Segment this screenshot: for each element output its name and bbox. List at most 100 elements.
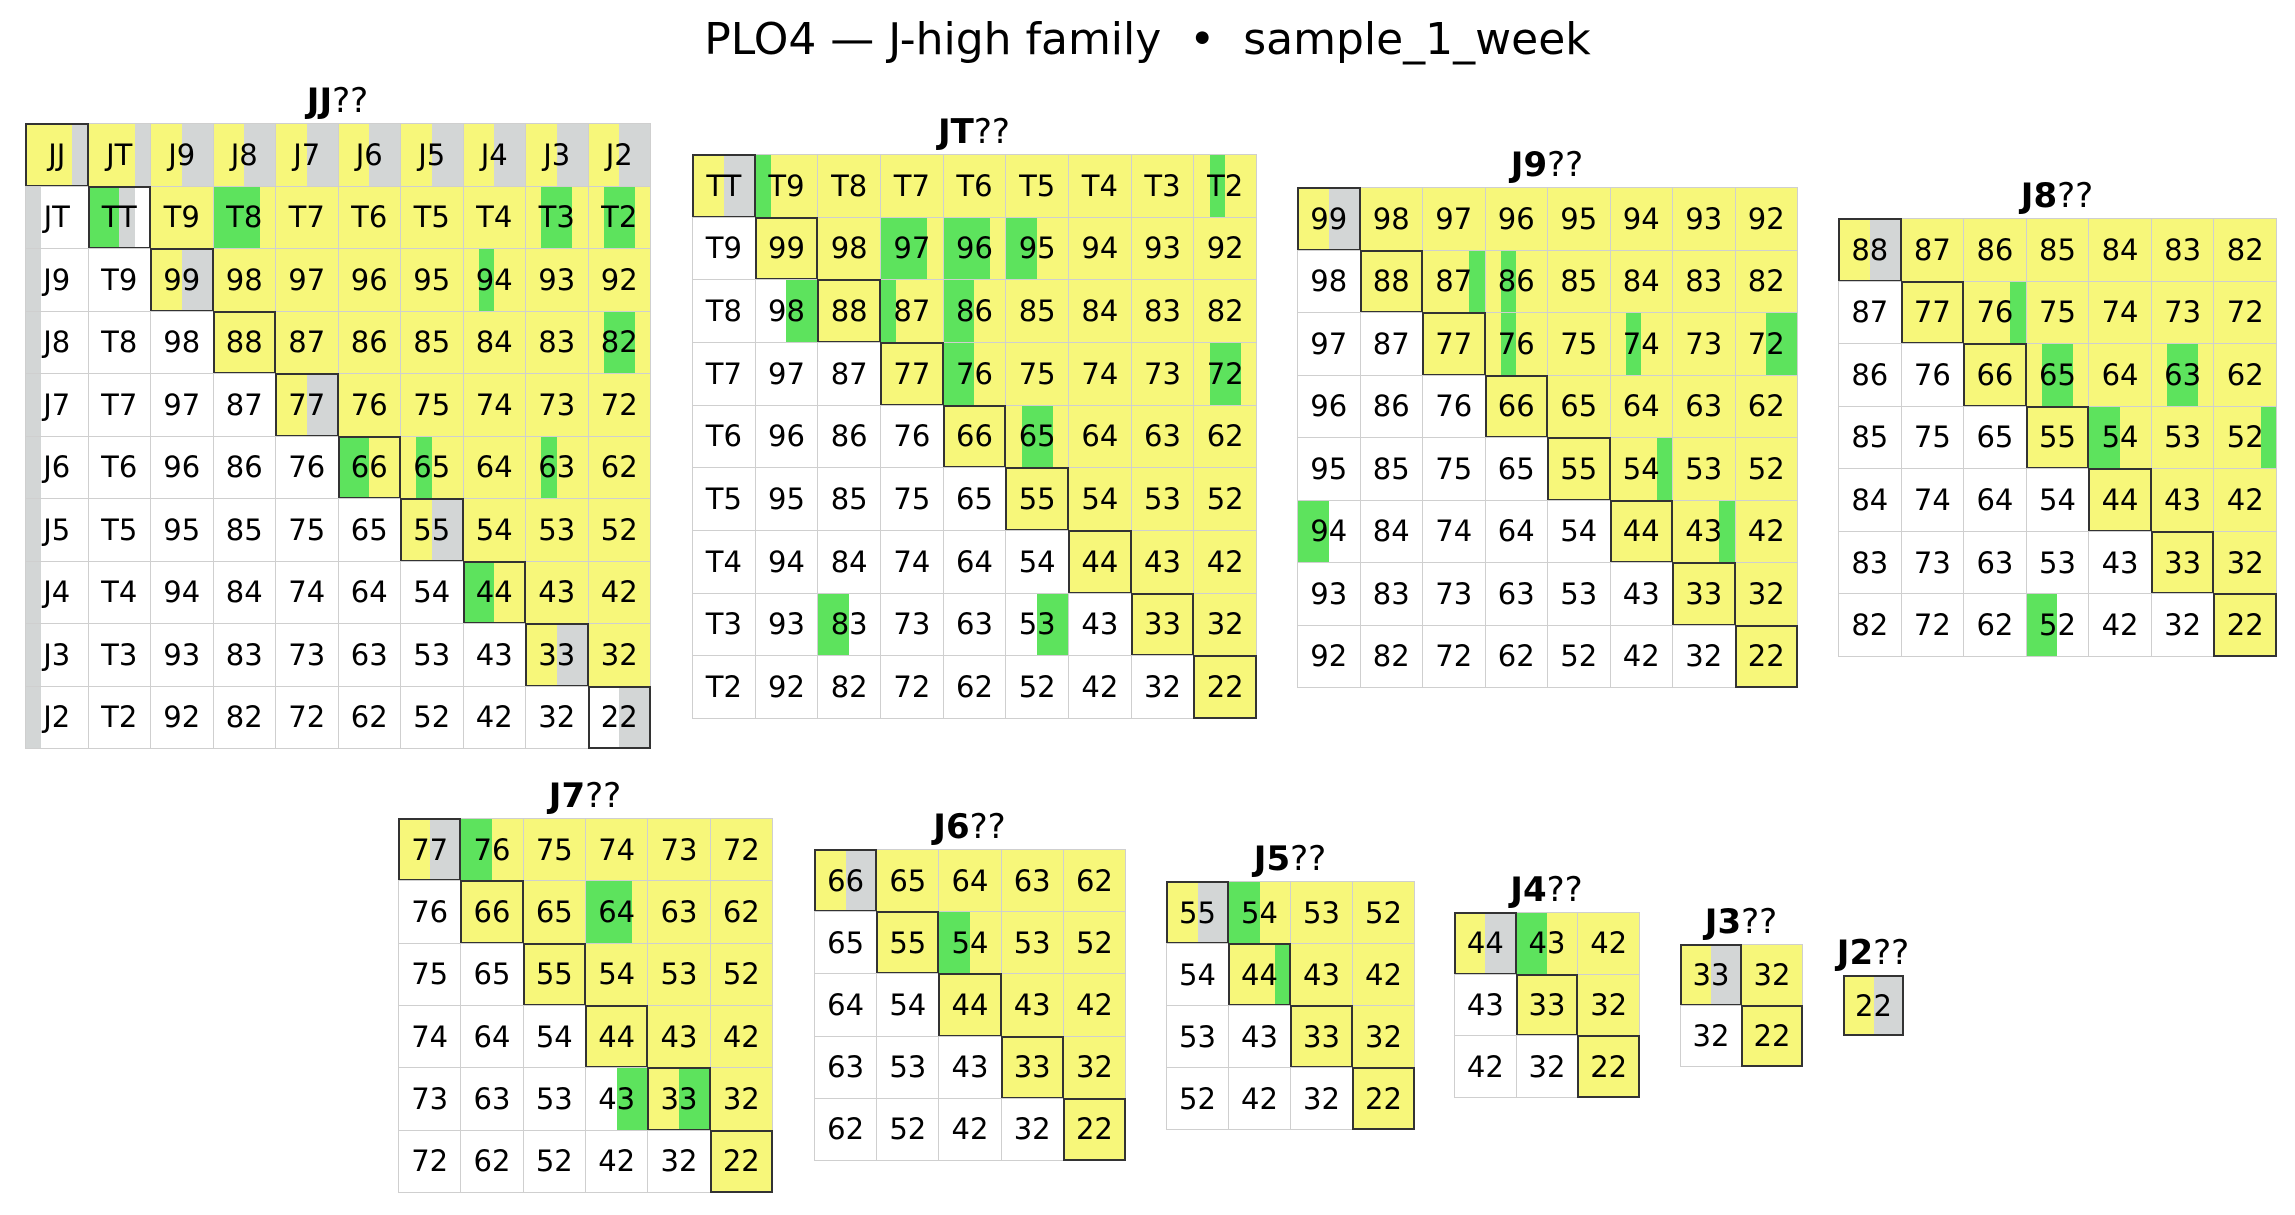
cell-fill-segment <box>509 436 525 498</box>
cell-label: 32 <box>722 1081 760 1116</box>
cell-label: 76 <box>956 356 993 391</box>
cell-label: 74 <box>1622 326 1660 361</box>
cell-fill-segment <box>151 186 167 248</box>
heatmap-cell: 74 <box>462 373 526 437</box>
cell-label: J8 <box>230 137 258 172</box>
heatmap-cell: 43 <box>1609 562 1673 626</box>
cell-label: 72 <box>1913 608 1951 643</box>
cell-fill-segment <box>1147 217 1163 280</box>
cell-label: 85 <box>413 325 451 360</box>
cell-fill-segment <box>756 1068 772 1130</box>
cell-fill-segment <box>2120 219 2136 281</box>
cell-fill-segment <box>213 311 229 373</box>
cell-fill-segment <box>1711 945 1726 1005</box>
heatmap-cell: T7 <box>692 342 756 406</box>
heatmap-cell: 65 <box>522 880 586 944</box>
cell-fill-segment <box>2072 219 2089 281</box>
cell-fill-segment <box>1177 217 1194 280</box>
cell-fill-segment <box>1885 219 1901 281</box>
cell-fill-segment <box>741 1068 757 1130</box>
cell-label: 32 <box>1590 987 1628 1022</box>
cell-fill-segment <box>1306 1006 1322 1067</box>
cell-label: 42 <box>1075 987 1113 1022</box>
cell-fill-segment <box>306 311 323 373</box>
cell-label: J4 <box>43 575 71 610</box>
cell-fill-segment <box>276 249 292 311</box>
cell-label: 86 <box>1851 357 1889 392</box>
cell-label: 66 <box>1497 389 1535 424</box>
cell-label: 77 <box>1913 295 1951 330</box>
cell-fill-segment <box>1079 1098 1095 1160</box>
heatmap-cell: T6 <box>87 435 151 499</box>
cell-fill-segment <box>26 124 42 186</box>
cell-label: 54 <box>2039 483 2076 518</box>
cell-fill-segment <box>2042 594 2058 656</box>
cell-fill-segment <box>369 374 385 436</box>
cell-fill-segment <box>1531 375 1547 437</box>
cell-fill-segment <box>1225 405 1241 468</box>
cell-fill-segment <box>1688 563 1704 625</box>
cell-fill-segment <box>26 624 42 686</box>
cell-fill-segment <box>507 881 523 943</box>
cell-fill-segment <box>1391 188 1407 250</box>
cell-fill-segment <box>1901 219 1917 281</box>
cell-fill-segment <box>401 436 417 498</box>
grid-title-suffix: ?? <box>1873 933 1910 973</box>
cell-fill-segment <box>1453 250 1470 312</box>
cell-label: 86 <box>1976 232 2014 267</box>
heatmap-cell: 64 <box>460 1005 524 1069</box>
cell-fill-segment <box>2104 344 2121 406</box>
cell-fill-segment <box>1115 217 1131 280</box>
cell-fill-segment <box>1240 280 1256 342</box>
cell-fill-segment <box>959 217 975 280</box>
heatmap-cell: 73 <box>2150 280 2215 345</box>
heatmap-cell: J8 <box>25 310 89 374</box>
cell-fill-segment <box>588 374 604 436</box>
cell-label: J3 <box>43 637 71 672</box>
cell-label: 86 <box>956 294 993 329</box>
heatmap-cell: 84 <box>817 530 881 594</box>
cell-fill-segment <box>2245 531 2261 594</box>
cell-fill-segment <box>1021 155 1038 217</box>
cell-fill-segment <box>1610 500 1626 562</box>
cell-fill-segment <box>1001 850 1017 912</box>
grid-title: J6?? <box>933 805 1005 849</box>
cell-fill-segment <box>2214 406 2230 469</box>
cell-fill-segment <box>1084 155 1100 217</box>
heatmap-cell: 32 <box>1193 592 1257 657</box>
cell-fill-segment <box>26 686 42 748</box>
cell-fill-segment <box>1131 343 1148 405</box>
heatmap-cell: J7 <box>25 373 89 437</box>
grid-title-suffix: ?? <box>1741 902 1778 942</box>
cell-fill-segment <box>1209 531 1226 593</box>
cell-fill-segment <box>1225 531 1241 593</box>
cell-label: T2 <box>1207 168 1244 203</box>
cell-fill-segment <box>2167 406 2183 469</box>
heatmap-cell: 43 <box>1000 973 1064 1037</box>
heatmap-cell: 63 <box>647 880 711 944</box>
cell-fill-segment <box>741 943 757 1005</box>
heatmap-cell: 42 <box>1734 499 1798 563</box>
cell-label: 63 <box>538 450 576 485</box>
heatmap-cell: 88 <box>817 279 881 343</box>
cell-fill-segment <box>1209 155 1226 217</box>
heatmap-cell: 52 <box>400 685 464 749</box>
cell-fill-segment <box>2089 281 2105 344</box>
heatmap-cell: 92 <box>1193 216 1257 281</box>
cell-label: 53 <box>1685 451 1723 486</box>
cell-label: T3 <box>705 607 742 642</box>
cell-label: 42 <box>951 1112 989 1147</box>
heatmap-cell: 53 <box>2025 530 2090 595</box>
cell-fill-segment <box>1131 217 1148 280</box>
cell-label: J7 <box>293 137 321 172</box>
heatmap-cell: 83 <box>2150 218 2215 282</box>
cell-fill-segment <box>833 280 850 342</box>
cell-label: 54 <box>1241 895 1278 930</box>
cell-fill-segment <box>1719 188 1735 250</box>
cell-fill-segment <box>1766 375 1782 437</box>
cell-fill-segment <box>26 249 42 311</box>
cell-label: T3 <box>101 637 138 672</box>
cell-fill-segment <box>369 436 385 498</box>
cell-label: 95 <box>768 482 805 517</box>
cell-label: 53 <box>413 637 451 672</box>
